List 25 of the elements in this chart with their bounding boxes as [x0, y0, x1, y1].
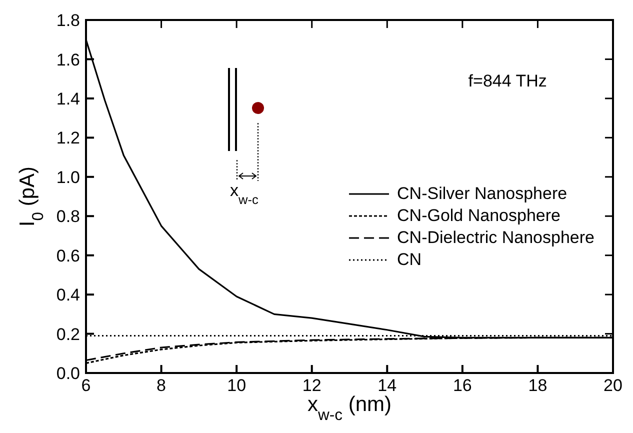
x-tick-label: 8 [156, 376, 166, 396]
x-tick-label: 16 [452, 376, 472, 396]
legend-label: CN-Dielectric Nanosphere [397, 228, 594, 248]
x-tick-label: 6 [81, 376, 91, 396]
x-tick-label: 14 [378, 376, 397, 396]
y-tick-label: 1.6 [56, 50, 80, 70]
y-tick-label: 0.6 [56, 246, 80, 266]
y-tick-label: 0.2 [56, 324, 80, 344]
y-tick-label: 0.0 [56, 364, 80, 384]
x-tick-label: 20 [604, 376, 622, 396]
y-tick-label: 0.4 [56, 286, 80, 305]
x-tick-label: 10 [227, 376, 246, 396]
y-tick-label: 1.2 [56, 128, 80, 148]
y-tick-label: 1.4 [56, 89, 80, 108]
annotation: x$_{w-c}$ [230, 181, 259, 206]
y-tick-label: 1.0 [56, 168, 80, 187]
annotation: f=844 THz [468, 72, 547, 91]
y-tick-label: 0.8 [56, 207, 80, 226]
y-tick-label: 1.8 [56, 11, 80, 30]
x-tick-label: 12 [302, 376, 322, 396]
legend-label: CN-Silver Nanosphere [397, 184, 568, 204]
legend-label: CN [397, 250, 422, 270]
legend-label: CN-Gold Nanosphere [397, 206, 560, 226]
x-axis-title: x$_{w-c}$ (nm) [308, 393, 392, 424]
x-tick-label: 18 [528, 376, 548, 396]
